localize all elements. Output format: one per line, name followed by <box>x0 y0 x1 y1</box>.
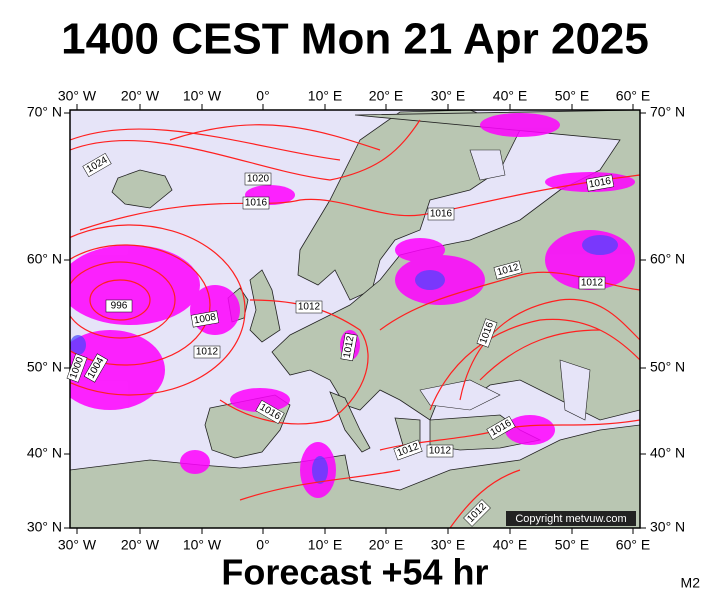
isobars <box>70 119 640 528</box>
longitude-label: 40° E <box>493 88 527 104</box>
isobar-label: 1012 <box>581 278 604 289</box>
isobar-label-group: 996 <box>105 299 133 313</box>
latitude-label: 70° N <box>650 104 685 120</box>
isobar-label-group: 1016 <box>585 174 615 192</box>
isobar-label: 1012 <box>298 302 321 313</box>
footer: Forecast +54 hr <box>221 552 488 593</box>
isobar-label-box <box>105 299 133 313</box>
isobar-label-group: 1012 <box>426 444 454 458</box>
latitude-label: 70° N <box>27 104 62 120</box>
seas <box>419 149 591 421</box>
longitude-label: 10° W <box>183 537 222 553</box>
isobar-label-group: 1020 <box>244 172 272 186</box>
isobar-label-box <box>476 318 498 348</box>
isobar-label-group: 1012 <box>578 276 606 290</box>
isobar-label-box <box>82 152 112 178</box>
longitude-label: 60° E <box>616 537 650 553</box>
isobar-label-box <box>340 332 358 362</box>
isobar-label: 1008 <box>193 312 217 327</box>
isobar-label-group: 1012 <box>193 345 221 359</box>
longitude-label: 20° W <box>121 537 160 553</box>
isobar-label-group: 1012 <box>493 260 523 280</box>
isobar-label-box <box>585 174 615 192</box>
isobar-label-box <box>426 444 454 458</box>
isobar-label: 1012 <box>196 347 219 358</box>
longitude-label: 30° E <box>431 537 465 553</box>
isobar-label-box <box>83 353 109 383</box>
isobar-label-box <box>493 260 523 280</box>
longitude-label: 10° E <box>308 88 342 104</box>
longitude-label: 10° W <box>183 88 222 104</box>
longitude-label: 30° W <box>58 537 97 553</box>
isobar-label: 1020 <box>247 174 270 185</box>
title: 1400 CEST Mon 21 Apr 2025 <box>61 15 649 64</box>
longitude-label: 20° W <box>121 88 160 104</box>
longitude-label: 10° E <box>308 537 342 553</box>
longitude-label: 0° <box>256 537 269 553</box>
isobar-label: 996 <box>111 301 128 312</box>
isobar-label: 1016 <box>588 176 612 191</box>
isobar-label-box <box>393 439 423 461</box>
isobar-label-box <box>295 300 323 314</box>
isobar-label-box <box>427 207 455 221</box>
isobar-label-box <box>463 499 491 527</box>
isobar-label: 1012 <box>342 335 357 359</box>
heavy-precipitation <box>70 235 618 484</box>
longitude-label: 0° <box>256 88 269 104</box>
latitude-label: 60° N <box>27 251 62 267</box>
isobar-label-box <box>244 172 272 186</box>
latitude-label: 30° N <box>650 519 685 535</box>
latitude-label: 60° N <box>650 251 685 267</box>
longitude-label: 20° E <box>369 537 403 553</box>
longitude-label: 30° E <box>431 88 465 104</box>
longitude-label: 60° E <box>616 88 650 104</box>
isobar-label-box <box>242 196 270 210</box>
latitude-label: 40° N <box>27 445 62 461</box>
isobar-label-box <box>486 415 516 441</box>
isobar-label: 1012 <box>429 446 452 457</box>
isobar-label-group: 1016 <box>242 196 270 210</box>
longitude-label: 40° E <box>493 537 527 553</box>
isobar-label-box <box>190 310 220 328</box>
copyright: Copyright metvuw.com <box>515 513 626 525</box>
isobar-label-box <box>255 399 285 425</box>
isobar-label-group: 1012 <box>340 332 358 362</box>
latitude-label: 40° N <box>650 445 685 461</box>
longitude-label: 20° E <box>369 88 403 104</box>
isobar-label-group: 1012 <box>295 300 323 314</box>
isobar-label-group: 1016 <box>427 207 455 221</box>
isobar-label-box <box>578 276 606 290</box>
longitude-label: 50° E <box>555 88 589 104</box>
map-body <box>70 110 640 528</box>
isobar-label-group: 1008 <box>190 310 220 328</box>
model-label: M2 <box>681 575 701 591</box>
latitude-label: 50° N <box>27 359 62 375</box>
isobar-label: 1016 <box>245 198 268 209</box>
copyright-box <box>506 511 636 526</box>
longitude-label: 30° W <box>58 88 97 104</box>
latitude-label: 30° N <box>27 519 62 535</box>
isobar-label-box <box>66 353 88 383</box>
latitude-label: 50° N <box>650 359 685 375</box>
map-frame <box>69 109 641 529</box>
longitude-label: 50° E <box>555 537 589 553</box>
isobar-label: 1016 <box>430 209 453 220</box>
isobar-label-box <box>193 345 221 359</box>
